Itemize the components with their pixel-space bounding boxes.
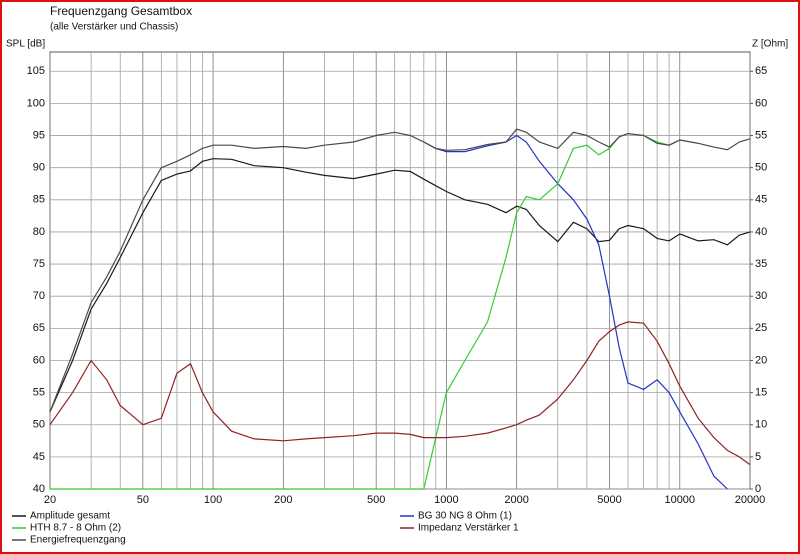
y-tick-label: 60 (33, 354, 45, 366)
y2-tick-label: 50 (755, 162, 767, 174)
legend-label: HTH 8.7 - 8 Ohm (2) (30, 523, 121, 534)
chart-subtitle: (alle Verstärker und Chassis) (50, 22, 178, 33)
x-tick-label: 20 (44, 494, 56, 506)
y-tick-label: 50 (33, 419, 45, 431)
x-tick-label: 5000 (597, 494, 621, 506)
x-tick-label: 10000 (664, 494, 695, 506)
y-tick-label: 70 (33, 290, 45, 302)
y-tick-label: 105 (27, 65, 45, 77)
y2-tick-label: 30 (755, 290, 767, 302)
y2-tick-label: 45 (755, 194, 767, 206)
legend-label: Energiefrequenzgang (30, 535, 126, 546)
y-tick-label: 85 (33, 194, 45, 206)
series-line (49, 128, 751, 413)
y-tick-label: 65 (33, 322, 45, 334)
y-tick-label: 75 (33, 258, 45, 270)
y-axis-label: SPL [dB] (6, 39, 45, 50)
y-tick-label: 45 (33, 451, 45, 463)
y2-tick-label: 20 (755, 354, 767, 366)
legend-label: BG 30 NG 8 Ohm (1) (418, 511, 512, 522)
x-tick-label: 20000 (735, 494, 766, 506)
series-line (49, 158, 751, 413)
legend-label: Impedanz Verstärker 1 (418, 523, 519, 534)
y2-axis-label: Z [Ohm] (752, 39, 788, 50)
x-tick-label: 50 (137, 494, 149, 506)
y-tick-label: 80 (33, 226, 45, 238)
y2-tick-label: 5 (755, 451, 761, 463)
y-tick-label: 40 (33, 483, 45, 495)
x-tick-label: 100 (204, 494, 222, 506)
y-tick-label: 100 (27, 97, 45, 109)
chart-title: Frequenzgang Gesamtbox (50, 4, 192, 18)
legend-label: Amplitude gesamt (30, 511, 110, 522)
x-tick-label: 1000 (434, 494, 458, 506)
y2-tick-label: 35 (755, 258, 767, 270)
series-line (423, 134, 728, 490)
x-tick-label: 2000 (504, 494, 528, 506)
y2-tick-label: 10 (755, 419, 767, 431)
y2-tick-label: 15 (755, 387, 767, 399)
y2-tick-label: 40 (755, 226, 767, 238)
y2-tick-label: 55 (755, 129, 767, 141)
y2-tick-label: 65 (755, 65, 767, 77)
y2-tick-label: 0 (755, 483, 761, 495)
series-line (49, 321, 751, 466)
y2-tick-label: 60 (755, 97, 767, 109)
y2-tick-label: 25 (755, 322, 767, 334)
y-tick-label: 90 (33, 162, 45, 174)
y-tick-label: 55 (33, 387, 45, 399)
x-tick-label: 500 (367, 494, 385, 506)
x-tick-label: 200 (274, 494, 292, 506)
y-tick-label: 95 (33, 129, 45, 141)
